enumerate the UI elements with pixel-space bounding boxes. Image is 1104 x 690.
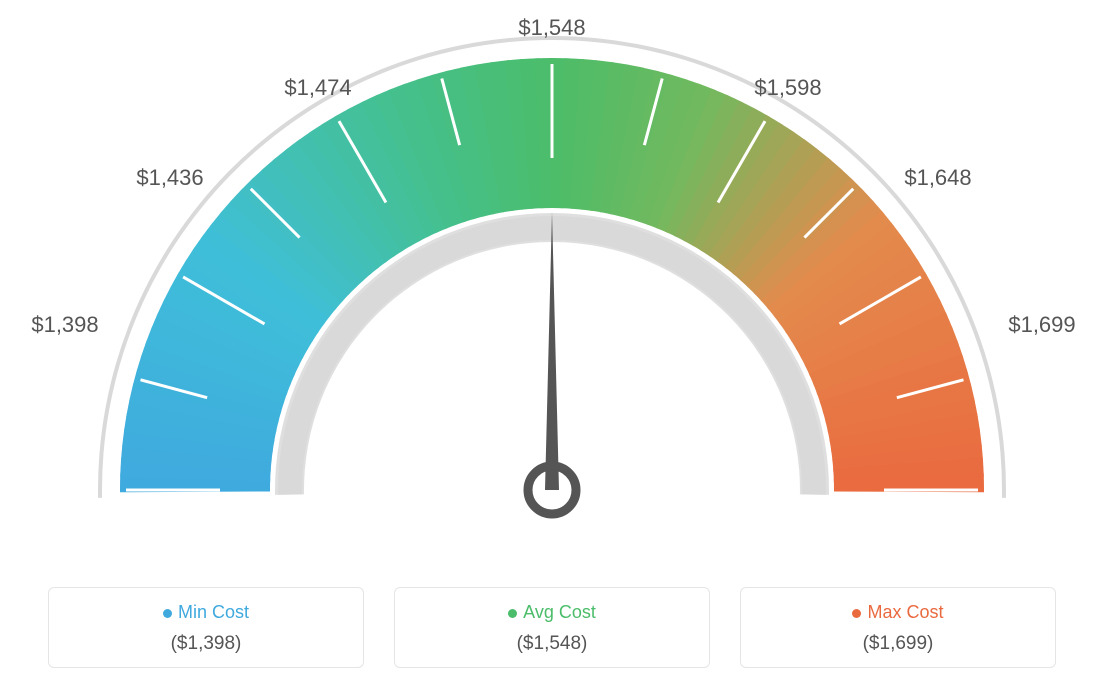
legend-min-title: Min Cost: [59, 602, 353, 623]
gauge-tick-label: $1,398: [31, 312, 98, 338]
gauge-tick-label: $1,474: [284, 75, 351, 101]
legend-avg-value: ($1,548): [405, 633, 699, 655]
dot-icon: [163, 609, 172, 618]
legend-max-card: Max Cost ($1,699): [740, 587, 1056, 668]
gauge-tick-label: $1,699: [1008, 312, 1075, 338]
legend-min-title-text: Min Cost: [178, 602, 249, 622]
gauge-tick-label: $1,598: [754, 75, 821, 101]
legend-avg-card: Avg Cost ($1,548): [394, 587, 710, 668]
dot-icon: [508, 609, 517, 618]
gauge-tick-label: $1,436: [136, 165, 203, 191]
gauge-area: $1,398 $1,436 $1,474 $1,548 $1,598 $1,648 $1,6…: [0, 0, 1104, 560]
gauge-tick-label: $1,648: [904, 165, 971, 191]
legend-max-title: Max Cost: [751, 602, 1045, 623]
legend-min-card: Min Cost ($1,398): [48, 587, 364, 668]
legend-min-value: ($1,398): [59, 633, 353, 655]
legend-avg-title: Avg Cost: [405, 602, 699, 623]
gauge-svg: [0, 0, 1104, 560]
legend-avg-title-text: Avg Cost: [523, 602, 596, 622]
cost-gauge-chart: $1,398 $1,436 $1,474 $1,548 $1,598 $1,648 $1,6…: [0, 0, 1104, 690]
legend-row: Min Cost ($1,398) Avg Cost ($1,548) Max …: [48, 587, 1056, 668]
legend-max-value: ($1,699): [751, 633, 1045, 655]
dot-icon: [852, 609, 861, 618]
gauge-tick-label: $1,548: [518, 15, 585, 41]
legend-max-title-text: Max Cost: [867, 602, 943, 622]
